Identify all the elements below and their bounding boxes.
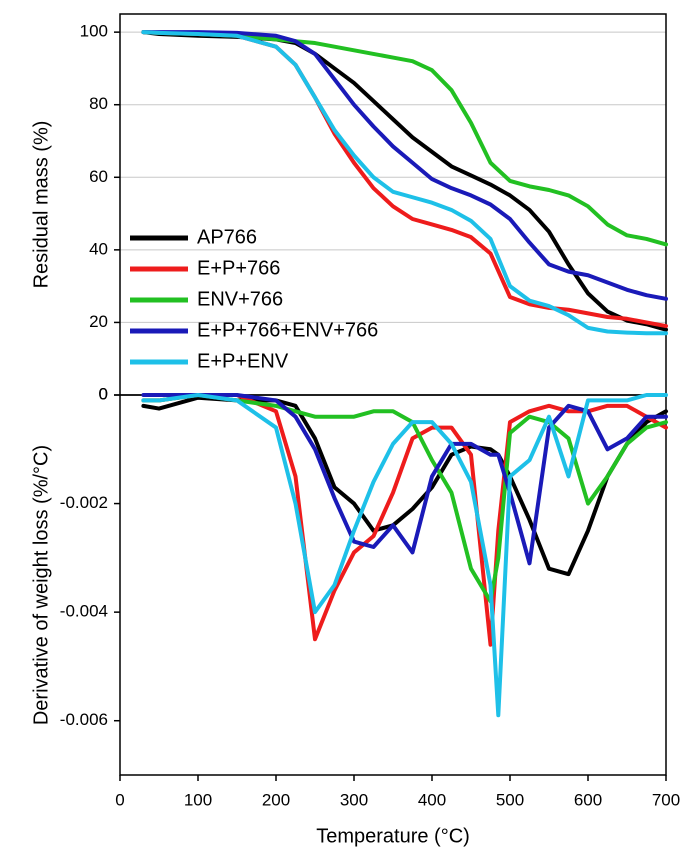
y-tick-label: 100 <box>80 22 108 41</box>
x-tick-label: 100 <box>184 790 212 809</box>
legend-label: AP766 <box>197 226 257 248</box>
x-tick-label: 400 <box>418 790 446 809</box>
y-axis-title: Residual mass (%) <box>30 121 52 289</box>
data-line <box>141 30 668 329</box>
data-line <box>141 30 668 336</box>
data-line <box>141 393 668 604</box>
plot-frame <box>119 394 667 776</box>
y-tick-label: -0.006 <box>60 710 108 729</box>
y-tick-label: -0.004 <box>60 602 108 621</box>
x-tick-label: 0 <box>115 790 124 809</box>
data-line <box>141 30 668 332</box>
data-line <box>141 30 668 247</box>
y-tick-label: -0.002 <box>60 493 108 512</box>
data-line <box>141 393 668 718</box>
y-tick-label: 80 <box>89 94 108 113</box>
legend-label: E+P+766 <box>197 257 280 279</box>
y-axis-title: Derivative of weight loss (%/°C) <box>30 445 52 725</box>
data-line <box>141 393 668 566</box>
x-tick-label: 600 <box>574 790 602 809</box>
y-tick-label: 0 <box>99 384 108 403</box>
x-axis-title: Temperature (°C) <box>316 825 470 847</box>
x-tick-label: 700 <box>652 790 680 809</box>
legend-label: E+P+ENV <box>197 350 289 372</box>
y-tick-label: 60 <box>89 167 108 186</box>
y-tick-label: 40 <box>89 239 108 258</box>
legend-label: E+P+766+ENV+766 <box>197 319 378 341</box>
data-line <box>141 395 668 577</box>
y-tick-label: 20 <box>89 312 108 331</box>
data-line <box>141 30 668 301</box>
x-tick-label: 500 <box>496 790 524 809</box>
x-tick-label: 200 <box>262 790 290 809</box>
legend-label: ENV+766 <box>197 288 283 310</box>
y-tick-label: 0 <box>99 384 108 403</box>
x-tick-label: 300 <box>340 790 368 809</box>
